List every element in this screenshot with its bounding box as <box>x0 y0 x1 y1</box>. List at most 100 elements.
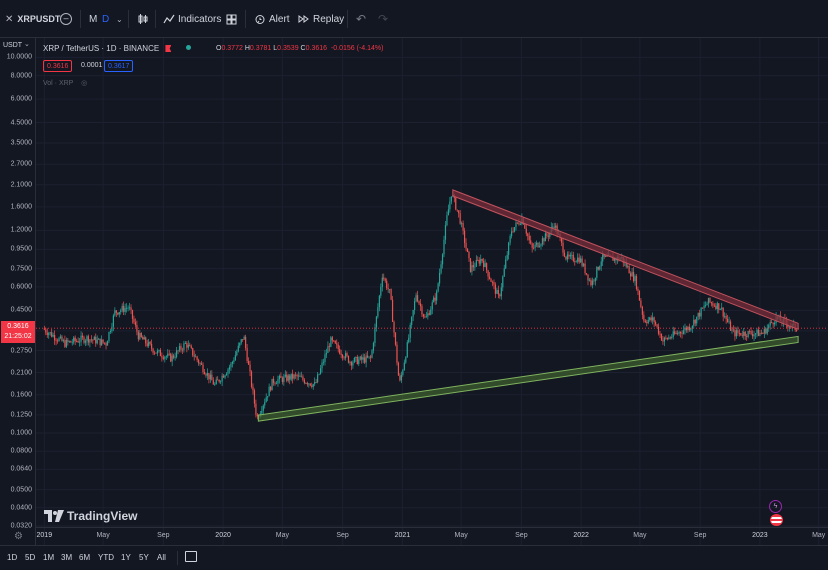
candle-body <box>334 340 336 344</box>
candle-body <box>433 297 435 303</box>
high-value: 0.3781 <box>249 45 272 52</box>
candle-body <box>133 318 135 323</box>
volume-legend: Vol · XRP ◎ <box>43 79 87 87</box>
candle-body <box>234 355 236 361</box>
candle-body <box>311 385 313 387</box>
candle-body <box>156 350 159 354</box>
candle-body <box>544 233 546 242</box>
candle-body <box>546 233 548 236</box>
settings-icon[interactable]: ⚙ <box>14 531 23 542</box>
timeframe-1y[interactable]: 1Y <box>121 553 131 562</box>
bar-countdown: 21:25:02 <box>4 333 32 340</box>
templates-button[interactable] <box>226 0 237 38</box>
candle-body <box>659 333 661 335</box>
candle-body <box>534 244 536 248</box>
candle-body <box>716 303 718 310</box>
timeframe-all[interactable]: All <box>157 553 166 562</box>
candle-body <box>374 327 376 343</box>
candle-body <box>552 226 554 228</box>
candle-body <box>771 322 773 323</box>
replay-button[interactable]: Replay <box>298 0 344 38</box>
interval-month-button[interactable]: M <box>89 0 97 38</box>
timeframe-5y[interactable]: 5Y <box>139 553 149 562</box>
candle-body <box>756 329 758 334</box>
lightning-icon[interactable]: ϟ <box>769 500 782 513</box>
candle-body <box>509 236 511 243</box>
candle-body <box>737 330 739 333</box>
candle-body <box>205 374 207 376</box>
timeframe-1d[interactable]: 1D <box>7 553 18 562</box>
candle-body <box>458 210 460 214</box>
timeframe-5d[interactable]: 5D <box>25 553 36 562</box>
support-trendline[interactable] <box>257 335 799 422</box>
compare-button[interactable]: – <box>60 0 72 38</box>
candle-body <box>271 378 273 391</box>
interval-dropdown[interactable]: ⌄ <box>116 0 123 38</box>
candle-body <box>161 356 163 358</box>
timeframe-1m[interactable]: 1M <box>43 553 55 562</box>
candle-body <box>597 266 599 270</box>
candle-body <box>741 335 743 336</box>
candle-body <box>774 322 776 325</box>
indicators-button[interactable]: Indicators <box>163 0 221 38</box>
candle-body <box>743 331 745 336</box>
symbol-search[interactable]: ✕ XRPUSDT <box>5 0 60 38</box>
candle-body <box>312 384 314 387</box>
alert-button[interactable]: Alert <box>254 0 290 38</box>
timeframe-ytd[interactable]: YTD <box>98 553 114 562</box>
candle-body <box>503 268 505 277</box>
chart-type-button[interactable] <box>137 0 149 38</box>
candle-body <box>566 254 569 260</box>
resistance-trendline[interactable] <box>452 189 799 331</box>
candle-body <box>56 340 59 342</box>
time-axis[interactable]: 2019 May Sep 2020 May Sep 2021 May Sep 2022 May Sep… <box>36 527 828 546</box>
redo-button[interactable]: ↷ <box>378 0 388 38</box>
currency-dropdown-icon[interactable]: ⌄ <box>24 41 30 48</box>
sell-button[interactable]: 0.3616 <box>43 60 73 72</box>
chart-pane[interactable] <box>36 38 828 545</box>
candle-body <box>749 330 751 332</box>
eye-off-icon[interactable]: ◎ <box>81 80 88 87</box>
candle-body <box>403 362 405 371</box>
candle-body <box>124 308 126 312</box>
candle-body <box>327 346 329 354</box>
candle-body <box>393 321 395 333</box>
x-tick-label: May <box>812 532 826 539</box>
price-axis[interactable]: USDT ⌄ 10.0000 8.0000 6.0000 4.5000 3.5000 2.… <box>0 38 36 545</box>
timeframe-3m[interactable]: 3M <box>61 553 73 562</box>
candle-body <box>262 405 264 411</box>
price-chart[interactable] <box>36 38 828 545</box>
candle-body <box>158 349 160 351</box>
candle-body <box>602 254 604 262</box>
chevron-down-icon: ⌄ <box>116 14 123 24</box>
candle-body <box>218 379 220 382</box>
y-tick-label: 0.2750 <box>10 347 32 355</box>
candle-body <box>339 349 341 354</box>
candle-body <box>54 334 56 341</box>
candle-body <box>217 379 219 381</box>
flag-icon[interactable] <box>165 45 172 52</box>
timeframe-6m[interactable]: 6M <box>79 553 91 562</box>
buy-button[interactable]: 0.3617 <box>104 60 134 72</box>
candle-body <box>203 372 206 375</box>
candle-body <box>563 252 566 257</box>
close-label: C <box>300 45 306 52</box>
candle-body <box>488 276 491 279</box>
interval-day-button[interactable]: D <box>102 0 109 38</box>
candle-body <box>84 340 87 343</box>
candle-body <box>679 332 682 334</box>
candle-body <box>606 255 608 257</box>
candle-body <box>588 279 591 281</box>
undo-button[interactable]: ↶ <box>356 0 366 38</box>
candle-body <box>712 303 714 306</box>
currency-label: USDT <box>3 42 23 49</box>
candle-body <box>446 215 448 226</box>
candle-body <box>227 369 229 374</box>
date-range-icon[interactable] <box>185 551 197 562</box>
candle-body <box>342 354 344 358</box>
y-tick-label: 0.0320 <box>10 522 32 530</box>
candle-body <box>81 335 84 338</box>
candle-body <box>337 344 339 350</box>
flag-us-icon[interactable] <box>770 514 783 526</box>
candle-body <box>224 375 226 378</box>
